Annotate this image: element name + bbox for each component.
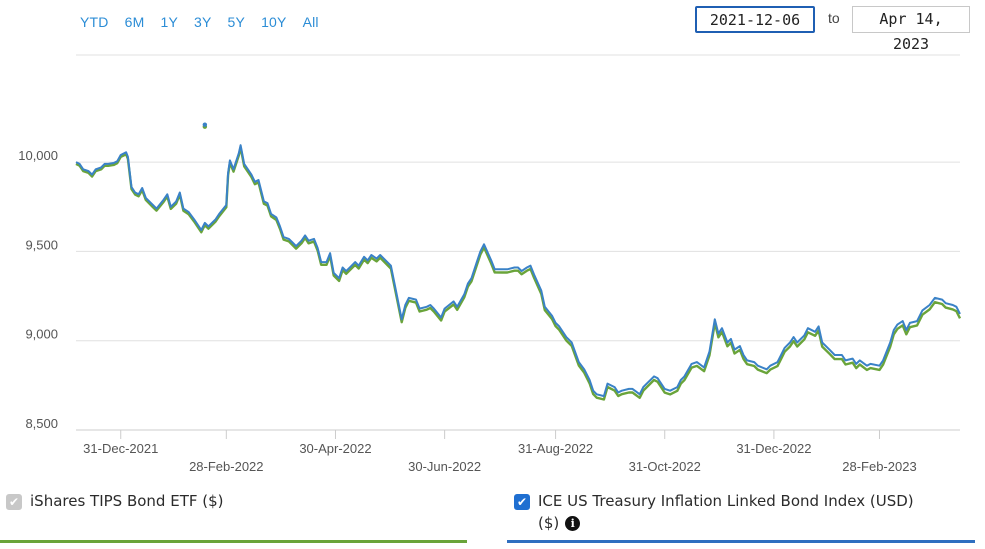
legend-label-index-text: ICE US Treasury Inflation Linked Bond In… xyxy=(538,492,914,510)
date-to-input[interactable]: Apr 14, 2023 xyxy=(852,6,970,53)
x-tick-label: 28-Feb-2022 xyxy=(189,459,263,474)
y-tick-label: 10,000 xyxy=(18,148,58,163)
grid-lines xyxy=(76,54,960,431)
x-tick-label: 30-Apr-2022 xyxy=(299,441,371,456)
range-selector: YTD 6M 1Y 3Y 5Y 10Y All xyxy=(80,12,335,32)
x-axis-ticks: 31-Dec-2021 28-Feb-2022 30-Apr-2022 30-Jun-… xyxy=(83,430,917,474)
range-button-3y[interactable]: 3Y xyxy=(194,14,212,30)
x-tick-label: 31-Oct-2022 xyxy=(629,459,701,474)
legend-label-etf: iShares TIPS Bond ETF ($) xyxy=(30,492,224,510)
y-axis-ticks: 8,500 9,000 9,500 10,000 xyxy=(18,148,58,431)
legend-item-index[interactable]: ✔ ICE US Treasury Inflation Linked Bond … xyxy=(514,490,974,534)
line-chart: 8,500 9,000 9,500 10,000 31-Dec-2021 28-Feb-… xyxy=(18,54,962,474)
y-tick-label: 8,500 xyxy=(25,416,58,431)
legend-underline-etf xyxy=(0,540,467,543)
legend-underline-index xyxy=(507,540,975,543)
series-line-etf xyxy=(75,146,962,401)
y-tick-label: 9,000 xyxy=(25,327,58,342)
x-tick-label: 31-Aug-2022 xyxy=(518,441,593,456)
range-button-ytd[interactable]: YTD xyxy=(80,14,109,30)
legend-label-index-unit: ($) xyxy=(538,514,560,532)
series-line-index xyxy=(75,144,961,398)
index-checkbox[interactable]: ✔ xyxy=(514,494,530,510)
y-tick-label: 9,500 xyxy=(25,237,58,252)
range-button-10y[interactable]: 10Y xyxy=(261,14,287,30)
legend-item-etf[interactable]: ✔ iShares TIPS Bond ETF ($) xyxy=(6,490,224,512)
date-range-separator: to xyxy=(828,10,840,26)
legend-label-index: ICE US Treasury Inflation Linked Bond In… xyxy=(538,490,914,534)
series-layer xyxy=(75,122,962,401)
x-tick-label: 31-Dec-2021 xyxy=(83,441,158,456)
x-tick-label: 28-Feb-2023 xyxy=(842,459,916,474)
x-tick-label: 31-Dec-2022 xyxy=(736,441,811,456)
date-from-input[interactable]: 2021-12-06 xyxy=(695,6,815,33)
range-button-5y[interactable]: 5Y xyxy=(227,14,246,30)
info-icon[interactable]: i xyxy=(565,516,581,531)
range-button-1y[interactable]: 1Y xyxy=(160,14,178,30)
etf-checkbox[interactable]: ✔ xyxy=(6,494,22,510)
range-button-all[interactable]: All xyxy=(302,14,319,30)
range-button-6m[interactable]: 6M xyxy=(124,14,145,30)
series-point-index-outlier xyxy=(202,122,208,127)
x-tick-label: 30-Jun-2022 xyxy=(408,459,481,474)
